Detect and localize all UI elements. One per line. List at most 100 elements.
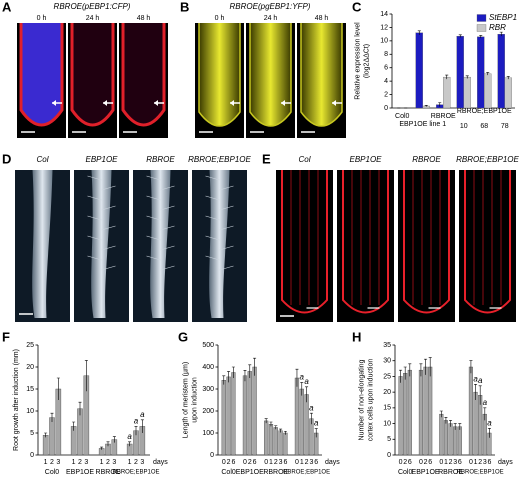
- error-bar: [305, 386, 309, 403]
- error-bar: [84, 360, 88, 392]
- y-tick-label: 20: [26, 364, 34, 371]
- x-tick-label: 3: [453, 459, 457, 466]
- error-bar: [424, 358, 428, 375]
- y-tick-label: 5: [30, 430, 34, 437]
- bar: [407, 369, 412, 456]
- x-tick-label: 1: [269, 459, 273, 466]
- panel-label: Col: [298, 155, 310, 164]
- bar: [294, 377, 300, 456]
- x-tick-label: 0: [222, 459, 226, 466]
- x-tick-label: 2: [248, 459, 252, 466]
- annotation: a: [134, 417, 139, 426]
- x-tick-label: 2: [403, 459, 407, 466]
- x-axis-label: days: [325, 459, 340, 466]
- root-hair: [87, 235, 102, 241]
- error-bar: [403, 366, 407, 380]
- panel-label: RBROE: [412, 155, 441, 164]
- annotation: a: [473, 374, 478, 383]
- error-bar: [274, 425, 278, 430]
- root-hair: [219, 205, 234, 211]
- root-hair: [101, 185, 116, 191]
- arrow-head: [281, 100, 285, 106]
- error-bar: [417, 30, 421, 35]
- y-tick-label: 12: [380, 24, 388, 31]
- y-axis-label: Relative expression level: [354, 22, 361, 100]
- x-tick-label: EBP1OE line 1: [399, 121, 446, 128]
- error-bar: [243, 370, 247, 382]
- root-hair: [146, 215, 161, 221]
- error-bar: [314, 428, 318, 438]
- error-bar: [279, 428, 283, 433]
- root-hair: [205, 215, 220, 221]
- x-tick-label: 6: [231, 459, 235, 466]
- root: [342, 170, 389, 314]
- annotation: a: [487, 418, 492, 427]
- root-hair: [160, 205, 175, 211]
- error-bar: [309, 412, 313, 425]
- bar: [242, 375, 248, 456]
- error-bar: [128, 441, 132, 447]
- panel-title: RBROE(pEBP1:CFP): [54, 2, 131, 11]
- y-tick-label: 2: [384, 91, 388, 98]
- bar: [403, 373, 408, 456]
- x-tick-label: 68: [480, 123, 488, 130]
- root-hair: [160, 185, 175, 191]
- error-bar: [264, 418, 268, 424]
- bar: [231, 372, 236, 456]
- error-bar: [50, 412, 54, 422]
- bar: [497, 33, 505, 109]
- y-tick-label: 8: [384, 51, 388, 58]
- bar: [299, 388, 304, 456]
- error-bar: [78, 401, 82, 416]
- root-hair: [146, 195, 161, 201]
- group-label: EBP1OE: [66, 469, 94, 476]
- error-bar: [106, 441, 110, 447]
- x-axis-label: days: [153, 459, 168, 466]
- error-bar: [486, 72, 490, 76]
- error-bar: [140, 419, 144, 433]
- root-hair: [205, 195, 220, 201]
- bar: [273, 427, 278, 456]
- x-tick-label: 1: [474, 459, 478, 466]
- x-tick-label: 1: [44, 459, 48, 466]
- x-tick-label: 2: [50, 459, 54, 466]
- photo: [459, 170, 516, 322]
- panel-letter: C: [352, 0, 362, 14]
- error-bar: [483, 407, 487, 421]
- x-tick-label: 6: [314, 459, 318, 466]
- x-tick-label: 0: [264, 459, 268, 466]
- group-label: EBP1OE: [412, 469, 440, 476]
- x-tick-label: 3: [140, 459, 144, 466]
- root-hair: [87, 195, 102, 201]
- arrow-head: [230, 100, 234, 106]
- bar: [252, 366, 257, 456]
- panel-letter: B: [180, 0, 189, 14]
- root-hair: [87, 255, 102, 261]
- arrow-head: [103, 100, 107, 106]
- error-bar: [44, 432, 48, 438]
- error-bar: [444, 416, 448, 424]
- root: [91, 170, 112, 318]
- root-hair: [219, 265, 234, 271]
- root-outline: [249, 23, 292, 127]
- x-tick-label: 78: [501, 123, 509, 130]
- bar: [264, 420, 269, 456]
- error-bar: [253, 357, 257, 376]
- x-tick-label: 2: [305, 459, 309, 466]
- bar: [477, 36, 485, 109]
- root-outline: [19, 23, 64, 127]
- x-tick-label: 3: [56, 459, 60, 466]
- legend-swatch: [476, 24, 487, 32]
- group-label: Col0: [398, 469, 413, 476]
- bar: [463, 76, 471, 109]
- time-label: 24 h: [264, 15, 278, 22]
- y-tick-label: 14: [380, 11, 388, 18]
- y-tick-label: 10: [26, 408, 34, 415]
- annotation: a: [300, 373, 305, 382]
- x-tick-label: 3: [112, 459, 116, 466]
- x-tick-label: 6: [458, 459, 462, 466]
- error-bar: [506, 76, 510, 80]
- root-hair: [146, 175, 161, 181]
- error-bar: [465, 75, 469, 79]
- error-bar: [227, 371, 231, 383]
